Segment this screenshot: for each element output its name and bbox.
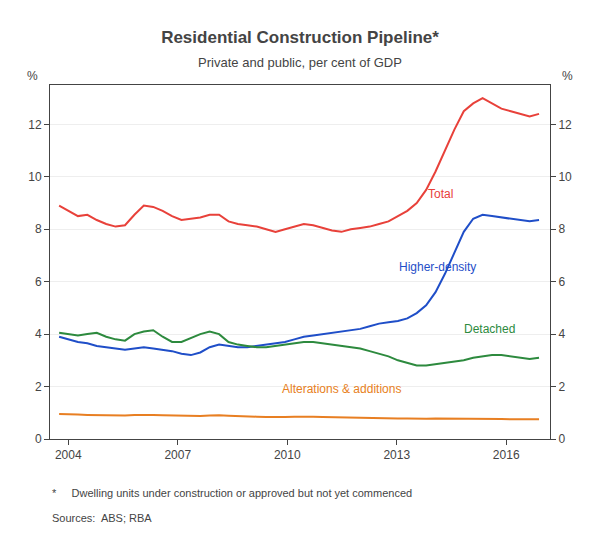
svg-text:Detached: Detached xyxy=(464,322,515,336)
svg-text:2004: 2004 xyxy=(55,448,82,462)
svg-text:Residential Construction Pipel: Residential Construction Pipeline* xyxy=(161,28,439,47)
svg-text:Higher-density: Higher-density xyxy=(399,260,476,274)
svg-text:8: 8 xyxy=(558,222,565,236)
svg-text:2007: 2007 xyxy=(164,448,191,462)
svg-text:4: 4 xyxy=(558,327,565,341)
svg-text:6: 6 xyxy=(558,275,565,289)
svg-text:0: 0 xyxy=(558,432,565,446)
svg-text:12: 12 xyxy=(558,118,572,132)
svg-text:10: 10 xyxy=(28,170,42,184)
svg-text:* Dwelling units under con: * Dwelling units under construction or a… xyxy=(52,487,412,499)
svg-text:Alterations & additions: Alterations & additions xyxy=(282,382,401,396)
svg-text:%: % xyxy=(562,69,573,83)
svg-text:2010: 2010 xyxy=(274,448,301,462)
svg-text:8: 8 xyxy=(35,222,42,236)
svg-text:2013: 2013 xyxy=(383,448,410,462)
svg-text:0: 0 xyxy=(35,432,42,446)
svg-text:2: 2 xyxy=(35,380,42,394)
svg-text:6: 6 xyxy=(35,275,42,289)
svg-text:Total: Total xyxy=(428,187,453,201)
svg-text:12: 12 xyxy=(28,118,42,132)
svg-text:2016: 2016 xyxy=(493,448,520,462)
svg-text:2: 2 xyxy=(558,380,565,394)
svg-text:Sources: ABS; RBA: Sources: ABS; RBA xyxy=(52,512,152,524)
svg-text:%: % xyxy=(27,69,38,83)
svg-text:4: 4 xyxy=(35,327,42,341)
svg-text:Private and public, per cent o: Private and public, per cent of GDP xyxy=(198,55,402,70)
svg-text:10: 10 xyxy=(558,170,572,184)
